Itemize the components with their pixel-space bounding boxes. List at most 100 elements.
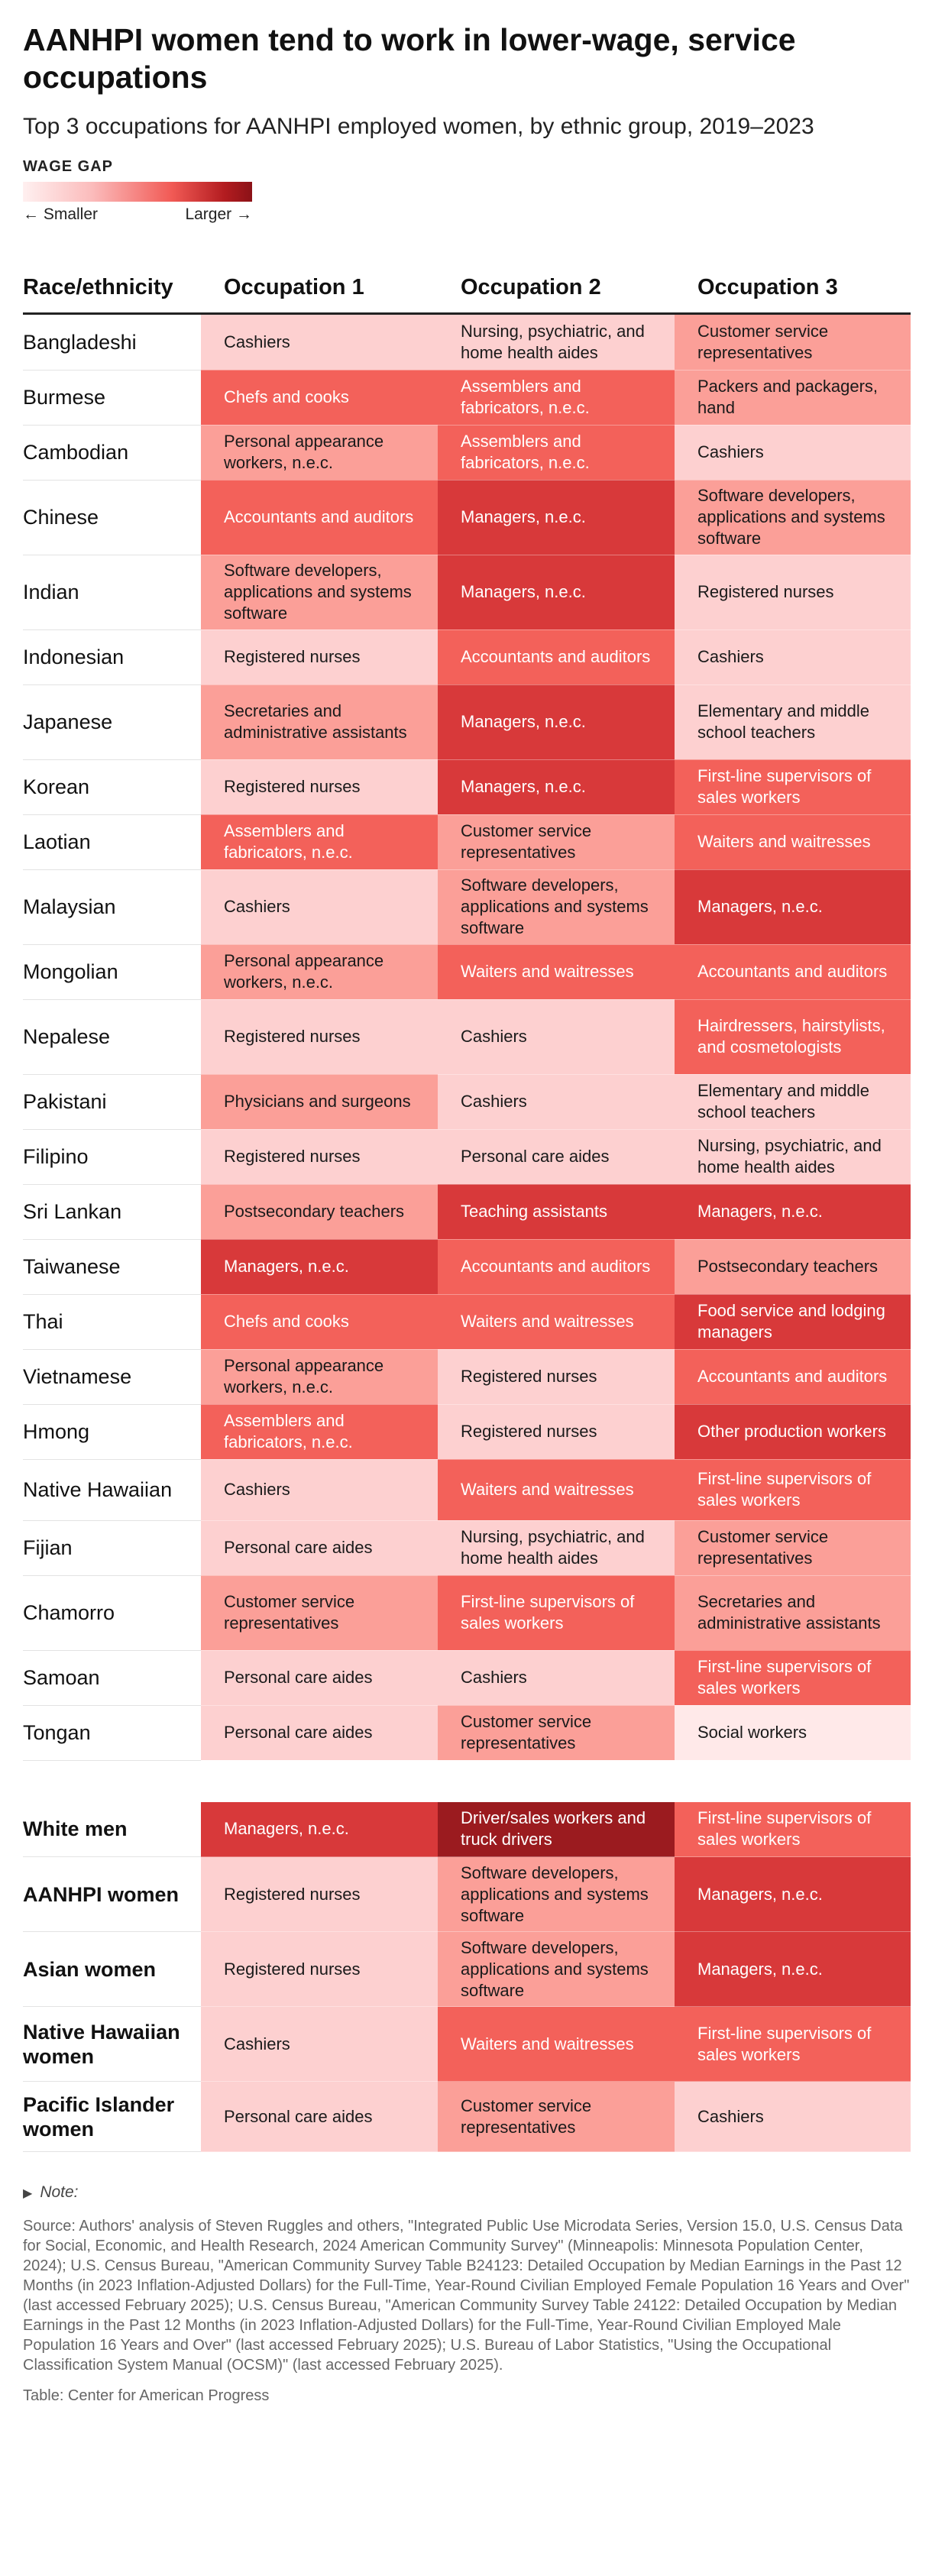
table-group-spacer [23, 1761, 911, 1802]
occupation-cell: Registered nurses [438, 1349, 675, 1405]
row-label: Burmese [23, 370, 201, 426]
row-label: Cambodian [23, 425, 201, 481]
row-label: Laotian [23, 814, 201, 870]
row-label: Native Hawaiian [23, 1459, 201, 1521]
occupation-table: Race/ethnicity Occupation 1 Occupation 2… [23, 263, 911, 1761]
header-occupation-3[interactable]: Occupation 3 [675, 263, 911, 315]
table-body-ethnic-groups: Bangladeshi Cashiers Nursing, psychiatric,… [23, 313, 911, 1761]
occupation-cell: Registered nurses [201, 1931, 438, 2007]
table-row: Sri Lankan Postsecondary teachers Teaching… [23, 1184, 911, 1240]
row-label: Vietnamese [23, 1349, 201, 1405]
table-row: Asian women Registered nurses Software dev… [23, 1931, 911, 2007]
occupation-cell: First-line supervisors of sales workers [675, 1459, 911, 1521]
legend-labels: ← Smaller Larger → [23, 203, 252, 226]
legend-title: WAGE GAP [23, 158, 114, 175]
row-label: Chinese [23, 480, 201, 555]
occupation-cell: Managers, n.e.c. [438, 555, 675, 630]
table-row: Indonesian Registered nurses Accountants a… [23, 629, 911, 685]
row-label: Native Hawaiian women [23, 2006, 201, 2082]
table-row: Thai Chefs and cooks Waiters and waitresse… [23, 1294, 911, 1350]
occupation-cell: Personal care aides [438, 1129, 675, 1185]
occupation-cell: First-line supervisors of sales workers [675, 1801, 911, 1857]
legend-larger-label: Larger → [185, 205, 252, 223]
occupation-cell: Managers, n.e.c. [675, 1856, 911, 1932]
row-label: AANHPI women [23, 1856, 201, 1932]
table-row: Fijian Personal care aides Nursing, psychi… [23, 1520, 911, 1576]
occupation-cell: Registered nurses [675, 555, 911, 630]
occupation-cell: Packers and packagers, hand [675, 370, 911, 426]
occupation-cell: Personal appearance workers, n.e.c. [201, 425, 438, 481]
occupation-cell: Nursing, psychiatric, and home health ai… [675, 1129, 911, 1185]
table-row: Laotian Assemblers and fabricators, n.e.c… [23, 814, 911, 870]
occupation-cell: Registered nurses [201, 1129, 438, 1185]
table-row: Burmese Chefs and cooks Assemblers and fab… [23, 370, 911, 426]
row-label: Chamorro [23, 1575, 201, 1651]
occupation-cell: Personal appearance workers, n.e.c. [201, 1349, 438, 1405]
occupation-cell: Personal appearance workers, n.e.c. [201, 944, 438, 1000]
occupation-cell: Teaching assistants [438, 1184, 675, 1240]
occupation-cell: Secretaries and administrative assistant… [675, 1575, 911, 1651]
occupation-cell: Software developers, applications and sy… [201, 555, 438, 630]
occupation-cell: Registered nurses [201, 1856, 438, 1932]
table-row: Taiwanese Managers, n.e.c. Accountants and… [23, 1239, 911, 1295]
row-label: Taiwanese [23, 1239, 201, 1295]
table-header-row: Race/ethnicity Occupation 1 Occupation 2… [23, 263, 911, 315]
table-row: Filipino Registered nurses Personal care a… [23, 1129, 911, 1185]
occupation-cell: Managers, n.e.c. [438, 759, 675, 815]
table-body-comparison-groups: White men Managers, n.e.c. Driver/sales wo… [23, 1801, 911, 2152]
row-label: Pakistani [23, 1074, 201, 1130]
header-occupation-2[interactable]: Occupation 2 [438, 263, 675, 315]
occupation-cell: Managers, n.e.c. [675, 869, 911, 945]
occupation-cell: Customer service representatives [675, 1520, 911, 1576]
occupation-cell: Customer service representatives [438, 1705, 675, 1761]
occupation-cell: Other production workers [675, 1404, 911, 1460]
header-race-ethnicity[interactable]: Race/ethnicity [23, 263, 201, 315]
table-row: AANHPI women Registered nurses Software de… [23, 1856, 911, 1932]
occupation-cell: Managers, n.e.c. [201, 1801, 438, 1857]
occupation-cell: First-line supervisors of sales workers [675, 759, 911, 815]
occupation-cell: Nursing, psychiatric, and home health ai… [438, 1520, 675, 1576]
occupation-cell: Cashiers [201, 869, 438, 945]
occupation-cell: Managers, n.e.c. [438, 480, 675, 555]
table-row: Bangladeshi Cashiers Nursing, psychiatric,… [23, 313, 911, 371]
legend-smaller-label: ← Smaller [23, 205, 99, 223]
occupation-cell: Cashiers [675, 425, 911, 481]
occupation-cell: First-line supervisors of sales workers [675, 2006, 911, 2082]
triangle-right-icon: ▶ [23, 2187, 33, 2200]
row-label: Indian [23, 555, 201, 630]
occupation-cell: Cashiers [438, 1074, 675, 1130]
occupation-cell: Registered nurses [201, 759, 438, 815]
occupation-cell: Hairdressers, hairstylists, and cosmetol… [675, 999, 911, 1075]
legend-gradient-bar [23, 182, 252, 202]
source-text: Source: Authors' analysis of Steven Rugg… [23, 2218, 910, 2374]
color-legend: WAGE GAP ← Smaller Larger → [23, 156, 911, 226]
occupation-cell: Elementary and middle school teachers [675, 684, 911, 760]
table-row: Chamorro Customer service representatives… [23, 1575, 911, 1651]
occupation-cell: Registered nurses [201, 629, 438, 685]
row-label: Thai [23, 1294, 201, 1350]
chart-title: AANHPI women tend to work in lower-wage,… [23, 22, 796, 95]
table-row: Chinese Accountants and auditors Managers,… [23, 480, 911, 555]
occupation-cell: Software developers, applications and sy… [438, 1856, 675, 1932]
table-row: Tongan Personal care aides Customer servic… [23, 1705, 911, 1761]
occupation-cell: Accountants and auditors [675, 944, 911, 1000]
row-label: Filipino [23, 1129, 201, 1185]
table-row: Cambodian Personal appearance workers, n.… [23, 425, 911, 481]
occupation-cell: Assemblers and fabricators, n.e.c. [201, 814, 438, 870]
occupation-cell: Nursing, psychiatric, and home health ai… [438, 313, 675, 371]
occupation-cell: Customer service representatives [438, 2081, 675, 2152]
occupation-cell: Personal care aides [201, 1520, 438, 1576]
note-label: Note: [40, 2183, 79, 2201]
occupation-cell: Registered nurses [201, 999, 438, 1075]
header-occupation-1[interactable]: Occupation 1 [201, 263, 438, 315]
row-label: Mongolian [23, 944, 201, 1000]
row-label: Malaysian [23, 869, 201, 945]
row-label: Nepalese [23, 999, 201, 1075]
occupation-cell: Waiters and waitresses [438, 1459, 675, 1521]
row-label: Fijian [23, 1520, 201, 1576]
note-toggle[interactable]: ▶ Note: [23, 2183, 911, 2204]
chart-subtitle: Top 3 occupations for AANHPI employed wo… [23, 114, 814, 139]
row-label: Sri Lankan [23, 1184, 201, 1240]
occupation-cell: Customer service representatives [201, 1575, 438, 1651]
row-label: Hmong [23, 1404, 201, 1460]
